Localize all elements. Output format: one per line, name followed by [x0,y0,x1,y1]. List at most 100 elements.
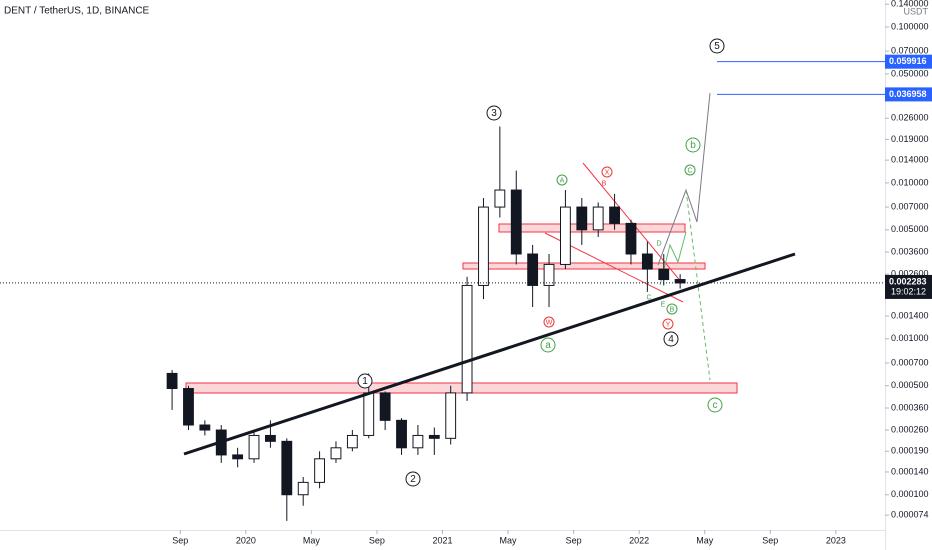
candle-body [543,263,555,286]
y-tick-label: 0.019000 [891,134,929,144]
x-tick-label: 2020 [236,535,256,545]
wave-label: c [713,400,718,411]
wave-label-circle [663,331,679,347]
candle-body [461,284,473,394]
candle-body [527,253,539,286]
wave-label-circle [540,337,556,353]
y-tick-label: 0.000700 [891,357,929,367]
currency-label: USDT [904,6,929,16]
x-tick-label: May [500,535,518,545]
wave-label-circle [707,397,723,413]
wave-label: a [545,340,551,351]
candle-body [314,458,325,483]
drawings [185,92,738,394]
y-tick-label: 0.140000 [891,0,929,9]
candle-body [166,372,178,390]
zone [462,262,706,270]
candle-body [445,392,457,439]
countdown-label: 19:02:12 [891,286,926,296]
candle-body [379,392,391,421]
x-tick-label: 2022 [629,535,649,545]
wave-label: C [646,294,651,301]
projection [657,92,711,266]
wave-label: D [656,240,661,247]
y-tick-label: 0.100000 [891,21,929,31]
candle-body [641,253,653,270]
wave-label: C [687,167,692,174]
candle-body [478,206,489,286]
wave-label-circle [662,318,674,330]
wave-label-circle [543,316,555,328]
wave-label: B [602,180,607,187]
candle-body [510,189,522,255]
y-tick-label: 0.001400 [891,310,929,320]
x-tick-label: Sep [566,535,582,545]
candle-body [199,424,211,431]
wave-label-circle [357,373,373,389]
y-tick-label: 0.000190 [891,446,929,456]
y-tick-label: 0.001000 [891,333,929,343]
candle-body [576,206,588,231]
x-tick-label: May [696,535,714,545]
x-tick-label: Sep [172,535,188,545]
candle-body [330,447,342,460]
y-tick-label: 0.000360 [891,402,929,412]
candle-body [346,434,358,449]
wave-label-circle [709,38,725,54]
candle-body [625,222,637,255]
wave-label: 2 [410,474,416,485]
wave-label: X [605,169,610,176]
wave-label-circle [405,471,421,487]
candle-body [281,440,293,496]
x-tick-label: Sep [369,535,385,545]
target-box [885,87,932,102]
wave-label-circle [601,166,613,178]
wave-label-circle [666,303,678,315]
projection [685,189,711,381]
y-tick-label: 0.050000 [891,68,929,78]
wave-label: b [690,140,696,151]
y-tick-label: 0.003600 [891,246,929,256]
candle-body [494,189,506,208]
y-tick-label: 0.000074 [891,509,929,519]
y-tick-label: 0.070000 [891,46,929,56]
wave-label: W [546,319,553,326]
trend-line [183,252,796,456]
candle-body [609,206,621,224]
y-tick-label: 0.000260 [891,424,929,434]
candle-body [297,481,309,496]
x-tick-label: 2021 [432,535,452,545]
candle-body [363,392,375,436]
wave-label: B [670,306,675,313]
wave-label: E [661,301,666,308]
last-price-label: 0.002283 [889,276,927,286]
candle-body [265,434,276,442]
wave-label: 3 [491,108,497,119]
candle-body [248,434,260,460]
zone [498,223,686,233]
wave-label: 1 [362,376,368,387]
y-tick-label: 0.002600 [891,268,929,278]
y-tick-label: 0.000140 [891,466,929,476]
target-box [885,54,932,69]
candle-body [560,206,571,265]
candle-body [396,419,407,449]
candle-body [232,454,244,460]
candles [166,126,686,521]
wave-label: 4 [668,334,674,345]
y-tick-label: 0.005000 [891,224,929,234]
candle-body [674,279,686,284]
x-tick-label: May [303,535,321,545]
wave-label: A [560,177,565,184]
candle-body [658,268,670,281]
y-tick-label: 0.000500 [891,380,929,390]
wave-label-circle [684,164,696,176]
candle-body [183,388,194,426]
target-label: 0.036958 [889,89,927,99]
wave-label: Y [666,321,671,328]
target-label: 0.059916 [889,56,927,66]
y-tick-label: 0.010000 [891,177,929,187]
y-tick-label: 0.000100 [891,489,929,499]
